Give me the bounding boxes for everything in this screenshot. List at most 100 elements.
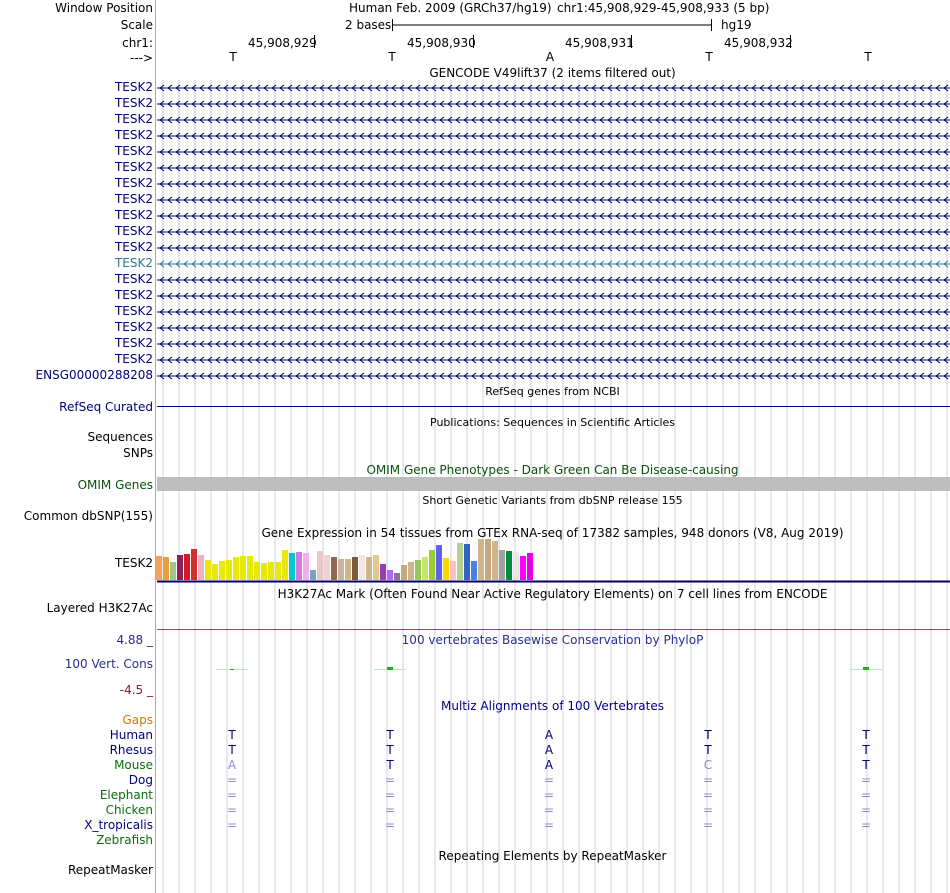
gtex-bar[interactable] — [205, 560, 211, 580]
gtex-bar[interactable] — [240, 556, 246, 580]
gencode-row-label[interactable]: TESK2 — [114, 160, 153, 174]
gtex-bar[interactable] — [443, 558, 449, 580]
gtex-bar[interactable] — [387, 570, 393, 580]
multiz-species-label[interactable]: Mouse — [114, 758, 153, 772]
multiz-species-label[interactable]: X_tropicalis — [84, 818, 153, 832]
gtex-bar[interactable] — [422, 557, 428, 580]
gtex-bar[interactable] — [464, 544, 470, 580]
gtex-bar[interactable] — [450, 561, 456, 580]
gtex-title[interactable]: Gene Expression in 54 tissues from GTEx … — [261, 526, 844, 540]
refseq-title[interactable]: RefSeq genes from NCBI — [485, 385, 620, 398]
gtex-bar[interactable] — [261, 563, 267, 580]
gtex-bar[interactable] — [233, 557, 239, 580]
gencode-row-label[interactable]: TESK2 — [114, 320, 153, 334]
gtex-bar[interactable] — [310, 570, 316, 580]
gtex-bar[interactable] — [170, 562, 176, 580]
gencode-title[interactable]: GENCODE V49lift37 (2 items filtered out) — [429, 66, 676, 80]
gtex-bar[interactable] — [268, 562, 274, 580]
gencode-row-label[interactable]: TESK2 — [114, 128, 153, 142]
gtex-bar[interactable] — [506, 551, 512, 580]
gtex-bar[interactable] — [331, 557, 337, 580]
dbsnp-title[interactable]: Short Genetic Variants from dbSNP releas… — [422, 494, 683, 507]
gencode-row-label[interactable]: TESK2 — [114, 304, 153, 318]
repeatmasker-title[interactable]: Repeating Elements by RepeatMasker — [438, 849, 667, 863]
gtex-bar[interactable] — [408, 562, 414, 580]
gtex-bar[interactable] — [485, 539, 491, 580]
gtex-chart[interactable] — [155, 539, 950, 583]
h3k27ac-label[interactable]: Layered H3K27Ac — [46, 601, 153, 615]
gtex-bar[interactable] — [380, 564, 386, 580]
gtex-bar[interactable] — [282, 550, 288, 580]
gtex-bar[interactable] — [471, 561, 477, 580]
multiz-species-label[interactable]: Zebrafish — [96, 833, 153, 847]
publications-sequences-label[interactable]: Sequences — [87, 430, 153, 444]
omim-bar[interactable] — [157, 477, 950, 491]
gtex-bar[interactable] — [436, 545, 442, 580]
gtex-bar[interactable] — [429, 550, 435, 580]
gtex-bar[interactable] — [492, 541, 498, 580]
phylop-label[interactable]: 100 Vert. Cons — [64, 657, 153, 671]
gencode-row-label[interactable]: TESK2 — [114, 112, 153, 126]
omim-label[interactable]: OMIM Genes — [77, 478, 153, 492]
gencode-row-label[interactable]: TESK2 — [114, 288, 153, 302]
gtex-bar[interactable] — [513, 552, 519, 580]
gencode-row-label[interactable]: TESK2 — [114, 240, 153, 254]
gtex-bar[interactable] — [289, 553, 295, 580]
gtex-bar[interactable] — [324, 555, 330, 580]
gencode-row-label[interactable]: TESK2 — [114, 96, 153, 110]
phylop-title[interactable]: 100 vertebrates Basewise Conservation by… — [401, 633, 704, 647]
gtex-bar[interactable] — [352, 557, 358, 580]
h3k27ac-title[interactable]: H3K27Ac Mark (Often Found Near Active Re… — [277, 587, 828, 601]
gencode-row-label[interactable]: TESK2 — [114, 352, 153, 366]
phylop-score-mark[interactable] — [387, 667, 393, 670]
publications-title[interactable]: Publications: Sequences in Scientific Ar… — [430, 416, 675, 429]
gtex-bar[interactable] — [527, 553, 533, 580]
gencode-row-label[interactable]: TESK2 — [114, 272, 153, 286]
multiz-species-label[interactable]: Elephant — [99, 788, 153, 802]
gtex-bar[interactable] — [156, 556, 162, 580]
gtex-bar[interactable] — [254, 562, 260, 580]
gtex-bar[interactable] — [247, 556, 253, 580]
multiz-title[interactable]: Multiz Alignments of 100 Vertebrates — [440, 699, 665, 713]
gencode-row-label[interactable]: TESK2 — [114, 208, 153, 222]
gaps-label[interactable]: Gaps — [122, 713, 153, 727]
gtex-bar[interactable] — [401, 565, 407, 580]
gtex-bar[interactable] — [415, 560, 421, 580]
gencode-row-label[interactable]: TESK2 — [114, 336, 153, 350]
gtex-bar[interactable] — [296, 552, 302, 580]
gtex-bar[interactable] — [212, 564, 218, 580]
gtex-bar[interactable] — [338, 559, 344, 580]
gtex-bar[interactable] — [394, 573, 400, 580]
gtex-bar[interactable] — [317, 551, 323, 580]
multiz-species-label[interactable]: Dog — [128, 773, 153, 787]
gtex-bar[interactable] — [177, 555, 183, 580]
gtex-bar[interactable] — [191, 549, 197, 580]
gtex-bar[interactable] — [184, 554, 190, 580]
gtex-bar[interactable] — [226, 560, 232, 580]
gtex-bar[interactable] — [359, 555, 365, 580]
gtex-bar[interactable] — [478, 539, 484, 580]
multiz-species-label[interactable]: Chicken — [105, 803, 153, 817]
gtex-bar[interactable] — [373, 555, 379, 580]
phylop-score-mark[interactable] — [230, 669, 234, 670]
gencode-row-label[interactable]: TESK2 — [114, 192, 153, 206]
gencode-row-label[interactable]: TESK2 — [114, 224, 153, 238]
gencode-row-label[interactable]: ENSG00000288208 — [35, 368, 153, 382]
gtex-bar[interactable] — [219, 561, 225, 580]
gtex-bar[interactable] — [345, 559, 351, 580]
gtex-bar[interactable] — [457, 543, 463, 580]
gencode-row-label[interactable]: TESK2 — [114, 176, 153, 190]
phylop-score-mark[interactable] — [863, 667, 869, 670]
gtex-label[interactable]: TESK2 — [114, 556, 153, 570]
repeatmasker-label[interactable]: RepeatMasker — [67, 863, 153, 877]
omim-title[interactable]: OMIM Gene Phenotypes - Dark Green Can Be… — [366, 463, 739, 477]
multiz-species-label[interactable]: Rhesus — [109, 743, 153, 757]
refseq-label[interactable]: RefSeq Curated — [59, 400, 153, 414]
gtex-bar[interactable] — [198, 555, 204, 580]
gtex-bar[interactable] — [275, 562, 281, 580]
gencode-row-label[interactable]: TESK2 — [114, 256, 153, 270]
gencode-row-label[interactable]: TESK2 — [114, 80, 153, 94]
dbsnp-label[interactable]: Common dbSNP(155) — [23, 509, 153, 523]
multiz-species-label[interactable]: Human — [109, 728, 153, 742]
gtex-bar[interactable] — [499, 550, 505, 580]
